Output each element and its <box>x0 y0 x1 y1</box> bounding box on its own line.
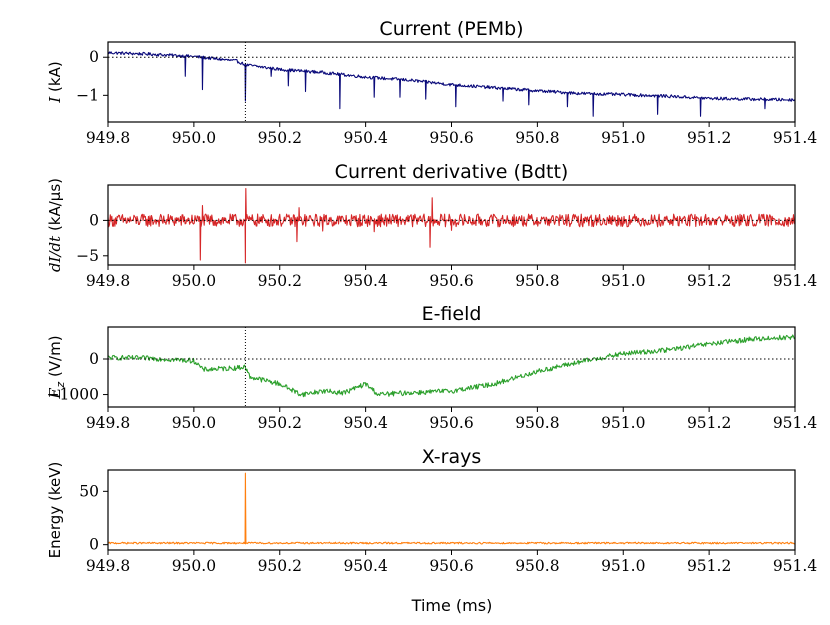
x-tick-label: 950.2 <box>258 557 302 575</box>
plot-area <box>108 334 795 398</box>
x-tick-label: 951.2 <box>687 414 731 432</box>
x-tick-label: 951.0 <box>601 272 645 290</box>
panel-4: X-rays Energy (keV) 949.8 950.0 950.2 950.4 95… <box>46 446 817 575</box>
y-axis-label: dI/dt (kA/μs) <box>46 178 64 272</box>
x-tick-label: 950.0 <box>172 129 216 147</box>
y-tick-label: −1000 <box>47 386 99 404</box>
x-tick-label: 950.8 <box>515 414 559 432</box>
x-tick-label: 950.2 <box>258 272 302 290</box>
plot-area <box>108 187 795 264</box>
x-tick-label: 949.8 <box>86 414 130 432</box>
x-tick-label: 950.4 <box>343 557 388 575</box>
x-tick-label: 951.4 <box>773 272 818 290</box>
x-axis-label: Time (ms) <box>411 596 493 615</box>
y-tick-label: 0 <box>89 48 99 66</box>
x-tick-label: 951.0 <box>601 129 645 147</box>
y-axis-label: Ez (V/m) <box>46 335 67 399</box>
panel-title: E-field <box>422 303 482 325</box>
x-tick-label: 950.0 <box>172 414 216 432</box>
y-axis-label: Energy (keV) <box>46 462 64 559</box>
x-tick-label: 950.4 <box>343 272 388 290</box>
x-tick-label: 950.4 <box>343 414 388 432</box>
x-tick-label: 950.6 <box>429 129 473 147</box>
x-tick-label: 951.4 <box>773 557 818 575</box>
x-tick-label: 950.6 <box>429 557 473 575</box>
x-tick-label: 950.6 <box>429 272 473 290</box>
x-tick-label: 949.8 <box>86 557 130 575</box>
axes-frame <box>107 41 796 123</box>
y-tick-label: 0 <box>89 211 99 229</box>
x-tick-label: 950.0 <box>172 557 216 575</box>
x-tick-label: 951.2 <box>687 272 731 290</box>
x-tick-label: 950.8 <box>515 557 559 575</box>
y-tick-label: −1 <box>76 86 99 104</box>
x-tick-label: 951.0 <box>601 557 645 575</box>
x-tick-label: 950.8 <box>515 129 559 147</box>
x-tick-label: 951.2 <box>687 129 731 147</box>
x-tick-label: 949.8 <box>86 129 130 147</box>
y-tick-label: −5 <box>76 247 99 265</box>
y-tick-label: 0 <box>89 350 99 368</box>
x-tick-label: 950.2 <box>258 414 302 432</box>
series-line <box>108 51 795 117</box>
panel-1: Current (PEMb) I (kA) 949.8 950.0 950.2 950.4… <box>46 18 817 147</box>
x-tick-label: 950.0 <box>172 272 216 290</box>
x-tick-label: 950.6 <box>429 414 473 432</box>
axes-frame <box>107 326 796 408</box>
y-axis-label: I (kA) <box>46 61 64 103</box>
x-tick-label: 950.8 <box>515 272 559 290</box>
x-tick-label: 949.8 <box>86 272 130 290</box>
x-tick-label: 951.4 <box>773 129 818 147</box>
panel-3: E-field Ez (V/m) 949.8 950.0 950.2 950.4 950.6… <box>46 303 817 432</box>
series-line <box>108 472 795 545</box>
x-tick-label: 951.0 <box>601 414 645 432</box>
series-line <box>108 187 795 264</box>
series-line <box>108 334 795 398</box>
panel-2: Current derivative (Bdtt) dI/dt (kA/μs) 94… <box>46 161 817 290</box>
axes-frame <box>107 469 796 551</box>
x-tick-label: 950.4 <box>343 129 388 147</box>
panel-title: X-rays <box>422 446 482 468</box>
panel-title: Current (PEMb) <box>379 18 523 40</box>
x-tick-label: 950.2 <box>258 129 302 147</box>
x-tick-label: 951.4 <box>773 414 818 432</box>
y-tick-label: 50 <box>79 482 99 500</box>
panel-title: Current derivative (Bdtt) <box>335 161 569 183</box>
plot-area <box>108 51 795 117</box>
x-tick-label: 951.2 <box>687 557 731 575</box>
plot-area <box>108 472 795 545</box>
y-tick-label: 0 <box>89 536 99 554</box>
